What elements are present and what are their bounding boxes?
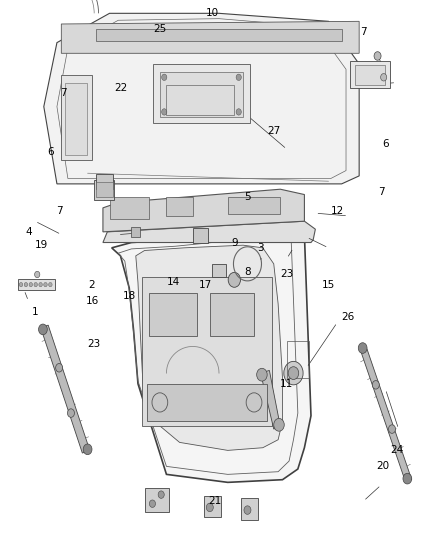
Polygon shape [61, 21, 359, 53]
Text: 25: 25 [153, 25, 166, 34]
Text: 5: 5 [244, 192, 251, 202]
Circle shape [206, 503, 213, 512]
Text: 11: 11 [280, 379, 293, 389]
Circle shape [288, 367, 299, 379]
Text: 10: 10 [206, 9, 219, 18]
Text: 2: 2 [88, 280, 95, 290]
Circle shape [372, 381, 379, 389]
Bar [96, 182, 113, 197]
Text: 23: 23 [88, 339, 101, 349]
Bar [96, 174, 113, 189]
Bar [131, 227, 140, 237]
Circle shape [228, 272, 240, 287]
Bar [160, 72, 243, 117]
Circle shape [149, 500, 155, 507]
Text: 4: 4 [25, 227, 32, 237]
Bar [149, 293, 197, 336]
Circle shape [39, 282, 42, 287]
Text: 23: 23 [280, 270, 293, 279]
Bar [145, 488, 169, 512]
Text: 19: 19 [35, 240, 48, 250]
Circle shape [34, 282, 38, 287]
Text: 7: 7 [56, 206, 63, 215]
Circle shape [35, 271, 40, 278]
Text: 3: 3 [257, 243, 264, 253]
Bar [110, 197, 149, 219]
Text: 14: 14 [166, 278, 180, 287]
Circle shape [44, 282, 47, 287]
Polygon shape [112, 227, 311, 482]
Text: 7: 7 [360, 27, 367, 37]
Circle shape [39, 324, 47, 335]
Bar [350, 61, 390, 88]
Circle shape [236, 109, 241, 115]
Bar [210, 293, 254, 336]
Circle shape [19, 282, 23, 287]
Circle shape [162, 74, 167, 80]
Circle shape [358, 343, 367, 353]
Bar [18, 279, 55, 290]
Text: 20: 20 [377, 462, 390, 471]
Bar [142, 277, 272, 426]
Text: 6: 6 [47, 147, 54, 157]
Circle shape [29, 282, 32, 287]
Polygon shape [41, 325, 90, 453]
Bar [166, 197, 193, 216]
Circle shape [158, 491, 164, 498]
Text: 7: 7 [60, 88, 67, 98]
Polygon shape [359, 346, 412, 480]
Circle shape [236, 74, 241, 80]
Circle shape [24, 282, 28, 287]
Circle shape [162, 109, 167, 115]
Text: 27: 27 [267, 126, 280, 135]
Text: 21: 21 [208, 496, 221, 506]
Circle shape [67, 409, 74, 417]
Bar [153, 64, 250, 123]
Text: 17: 17 [199, 280, 212, 290]
Bar [65, 83, 87, 155]
Bar [212, 264, 226, 277]
Text: 26: 26 [342, 312, 355, 322]
Circle shape [284, 361, 303, 385]
Circle shape [274, 418, 284, 431]
Bar [287, 341, 309, 378]
Circle shape [83, 444, 92, 455]
Circle shape [389, 425, 396, 433]
Text: 24: 24 [390, 446, 403, 455]
Circle shape [403, 473, 412, 484]
Circle shape [49, 282, 52, 287]
Circle shape [374, 52, 381, 60]
Bar [166, 85, 234, 115]
Bar [241, 498, 258, 520]
Text: 6: 6 [382, 139, 389, 149]
Text: 7: 7 [378, 187, 385, 197]
Circle shape [244, 506, 251, 514]
Text: 12: 12 [331, 206, 344, 215]
Bar [94, 180, 114, 200]
Text: 1: 1 [32, 307, 39, 317]
Bar [147, 384, 267, 421]
Text: 8: 8 [244, 267, 251, 277]
Text: 15: 15 [322, 280, 335, 290]
Circle shape [56, 364, 63, 372]
Polygon shape [96, 29, 342, 41]
Text: 22: 22 [114, 83, 127, 93]
Polygon shape [136, 245, 283, 450]
Polygon shape [44, 13, 359, 184]
Polygon shape [261, 370, 280, 429]
Circle shape [257, 368, 267, 381]
Bar [355, 65, 385, 85]
Text: 16: 16 [85, 296, 99, 306]
Circle shape [381, 74, 387, 81]
Bar [204, 496, 221, 517]
Polygon shape [103, 221, 315, 243]
Text: 18: 18 [123, 291, 136, 301]
Bar [228, 197, 280, 214]
Bar [61, 75, 92, 160]
Text: 9: 9 [231, 238, 238, 247]
Polygon shape [103, 189, 304, 232]
Bar [193, 228, 208, 243]
